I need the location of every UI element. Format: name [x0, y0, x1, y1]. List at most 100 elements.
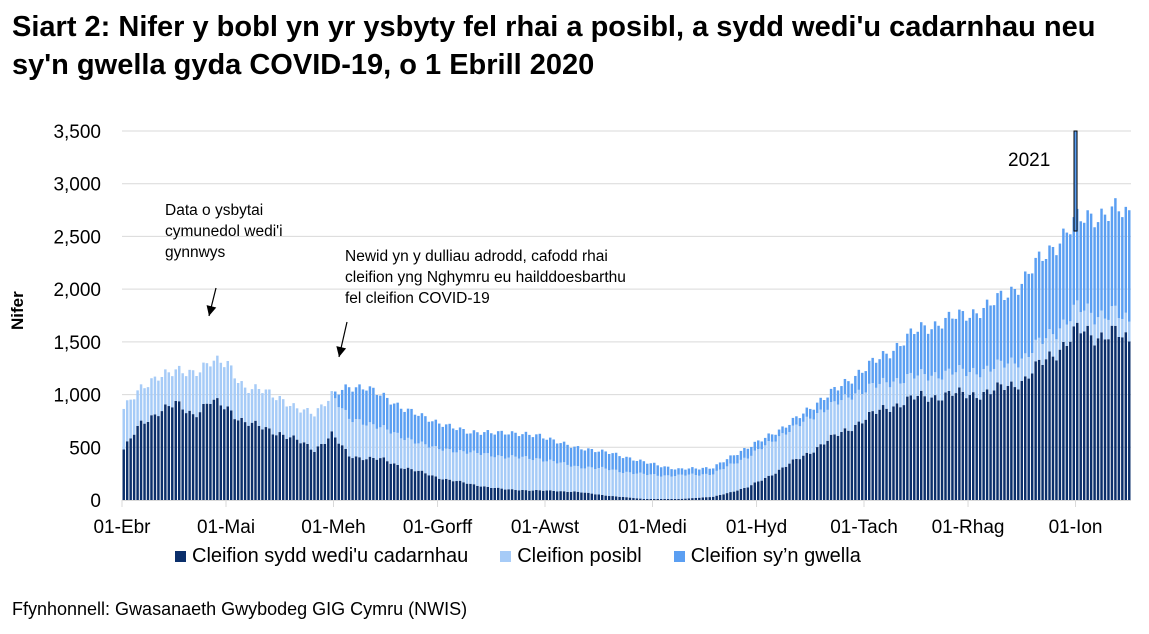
- bar-segment: [597, 451, 600, 469]
- bar-segment: [268, 389, 271, 429]
- bar-segment: [926, 333, 930, 381]
- bar-segment: [160, 411, 164, 500]
- bar-segment: [583, 468, 587, 493]
- bar-segment: [576, 491, 580, 500]
- bar-segment: [278, 395, 281, 433]
- bar-segment: [653, 498, 656, 500]
- bar-segment: [795, 424, 798, 459]
- bar-segment: [132, 399, 136, 435]
- bar-segment: [476, 453, 479, 486]
- bar-segment: [174, 400, 177, 500]
- bar-segment: [1027, 356, 1030, 379]
- bar-segment: [250, 422, 254, 500]
- bar-segment: [521, 434, 524, 457]
- bar-segment: [490, 433, 493, 457]
- bar-segment: [496, 431, 500, 456]
- bar-segment: [1041, 260, 1044, 344]
- bar-segment: [1048, 351, 1051, 500]
- bar-segment: [951, 395, 954, 500]
- bar-segment: [375, 428, 379, 460]
- bar-segment: [902, 345, 906, 384]
- bar-segment: [802, 455, 805, 500]
- bar-segment: [594, 469, 597, 495]
- bar-segment: [684, 475, 687, 499]
- bar-segment: [1027, 273, 1030, 357]
- bar-segment: [542, 461, 545, 491]
- bar-segment: [219, 362, 223, 406]
- bar-segment: [1114, 198, 1117, 306]
- bar-segment: [569, 491, 573, 500]
- bar-segment: [531, 437, 535, 461]
- bar-segment: [351, 391, 354, 423]
- bar-segment: [874, 387, 878, 414]
- bar-segment: [236, 420, 240, 500]
- bar-segment: [285, 406, 288, 439]
- bar-segment: [815, 447, 819, 500]
- bar-segment: [340, 408, 344, 446]
- bar-segment: [715, 470, 718, 496]
- bar-segment: [379, 427, 382, 459]
- bar-segment: [313, 416, 316, 452]
- bar-segment: [365, 425, 368, 460]
- bar-segment: [330, 391, 334, 432]
- bar-segment: [600, 449, 604, 467]
- bar-segment: [985, 299, 989, 366]
- bar-segment: [701, 474, 705, 498]
- bar-segment: [874, 362, 878, 388]
- bar-segment: [899, 407, 902, 500]
- bar-segment: [344, 409, 347, 449]
- bar-segment: [396, 402, 399, 433]
- bar-segment: [1041, 343, 1044, 365]
- bar-segment: [413, 443, 417, 472]
- bar-segment: [965, 320, 968, 377]
- bar-segment: [972, 309, 975, 368]
- bar-segment: [701, 497, 705, 500]
- bar-segment: [510, 455, 514, 490]
- bar-segment: [472, 450, 476, 485]
- bar-segment: [926, 401, 930, 500]
- bar-segment: [545, 439, 548, 462]
- bar-segment: [264, 389, 268, 428]
- bar-segment: [930, 375, 933, 398]
- bar-segment: [1010, 286, 1013, 358]
- bar-segment: [684, 469, 687, 476]
- bar-segment: [798, 426, 802, 460]
- bar-segment: [587, 466, 590, 493]
- bar-segment: [514, 432, 517, 457]
- bar-segment: [972, 392, 975, 500]
- bar-segment: [386, 429, 389, 462]
- bar-segment: [708, 475, 711, 498]
- bar-segment: [850, 383, 854, 400]
- bar-segment: [850, 399, 854, 432]
- bar-segment: [573, 446, 576, 466]
- bar-segment: [718, 469, 722, 495]
- bar-segment: [243, 387, 247, 423]
- bar-segment: [1114, 305, 1117, 326]
- bar-segment: [427, 475, 431, 500]
- y-tick-label: 3,000: [53, 175, 101, 196]
- bar-segment: [597, 468, 600, 495]
- bar-segment: [881, 351, 885, 378]
- bar-segment: [455, 452, 458, 482]
- bar-segment: [1093, 227, 1096, 325]
- bar-segment: [431, 446, 434, 476]
- bar-segment: [1027, 378, 1030, 500]
- bar-segment: [763, 477, 767, 500]
- bar-segment: [188, 369, 191, 411]
- annotation-year-2021: 2021: [1008, 150, 1051, 171]
- bar-segment: [770, 475, 774, 500]
- bar-segment: [483, 486, 486, 500]
- bar-segment: [607, 496, 611, 500]
- bar-segment: [646, 463, 649, 476]
- bar-segment: [611, 453, 614, 470]
- bar-segment: [819, 409, 822, 445]
- bar-segment: [947, 390, 951, 500]
- bar-segment: [809, 453, 812, 500]
- bar-segment: [171, 376, 174, 408]
- bar-segment: [139, 420, 143, 500]
- bar-segment: [424, 444, 427, 474]
- bar-segment: [854, 393, 857, 425]
- bar-segment: [136, 390, 139, 426]
- bar-segment: [753, 441, 757, 451]
- bar-segment: [1034, 361, 1037, 500]
